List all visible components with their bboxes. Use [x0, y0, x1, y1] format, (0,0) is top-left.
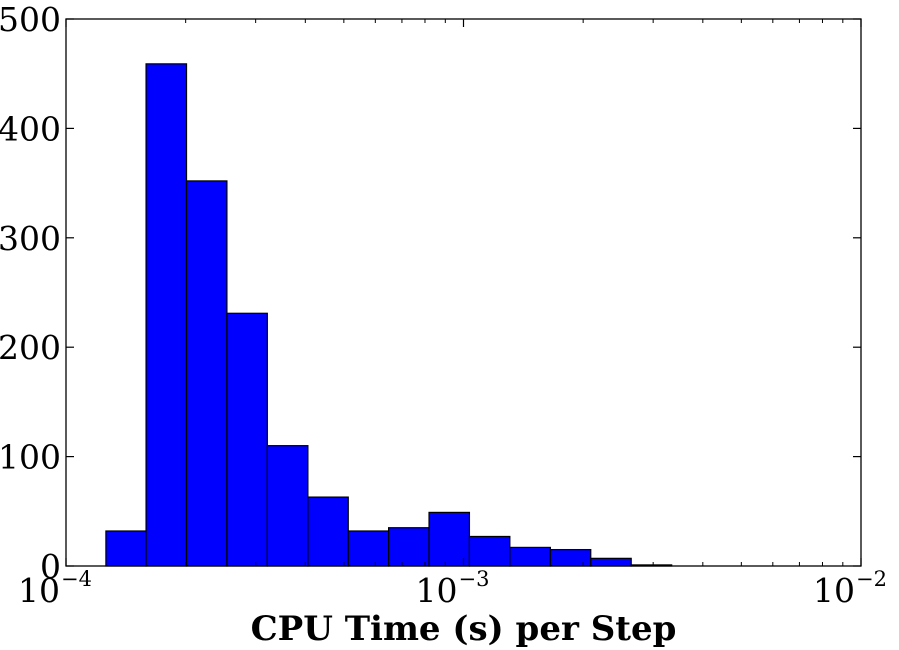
- y-tick-label: 0: [40, 547, 61, 586]
- x-tick-labels: 10 −4 10 −3 10 −2: [18, 567, 887, 610]
- plot-frame: [65, 18, 862, 567]
- histogram-bar: [226, 312, 268, 567]
- histogram-bar: [509, 546, 551, 567]
- histogram-bar: [347, 530, 390, 567]
- y-tick-label: 500: [0, 0, 61, 39]
- histogram-bar: [428, 511, 471, 567]
- histogram-bars: [105, 63, 673, 567]
- x-axis-title: CPU Time (s) per Step: [251, 609, 677, 649]
- histogram-bar: [266, 445, 309, 567]
- y-tick-label: 400: [0, 109, 61, 148]
- histogram-bar: [105, 530, 147, 567]
- y-tick-labels: 0 100 200 300 400 500: [0, 0, 61, 586]
- x-tick-label: 10 −4: [18, 567, 92, 610]
- histogram-bar: [468, 535, 511, 567]
- histogram-bar: [185, 180, 228, 567]
- y-tick-label: 200: [0, 328, 61, 367]
- y-tick-label: 100: [0, 438, 61, 477]
- histogram-bar: [307, 496, 349, 567]
- histogram-bar: [388, 527, 430, 567]
- x-tick-label-base: 10: [813, 571, 855, 610]
- histogram-bar: [549, 548, 592, 567]
- x-tick-label-exponent: −4: [61, 567, 92, 591]
- histogram-bar: [145, 63, 188, 567]
- x-tick-label: 10 −2: [813, 567, 887, 610]
- x-tick-label-base: 10: [416, 571, 458, 610]
- x-tick-label-base: 10: [18, 571, 60, 610]
- histogram-bar: [590, 557, 632, 567]
- x-tick-label-exponent: −3: [459, 567, 490, 591]
- y-tick-label: 300: [0, 219, 61, 258]
- x-tick-label-exponent: −2: [856, 567, 887, 591]
- x-tick-label: 10 −3: [416, 567, 490, 610]
